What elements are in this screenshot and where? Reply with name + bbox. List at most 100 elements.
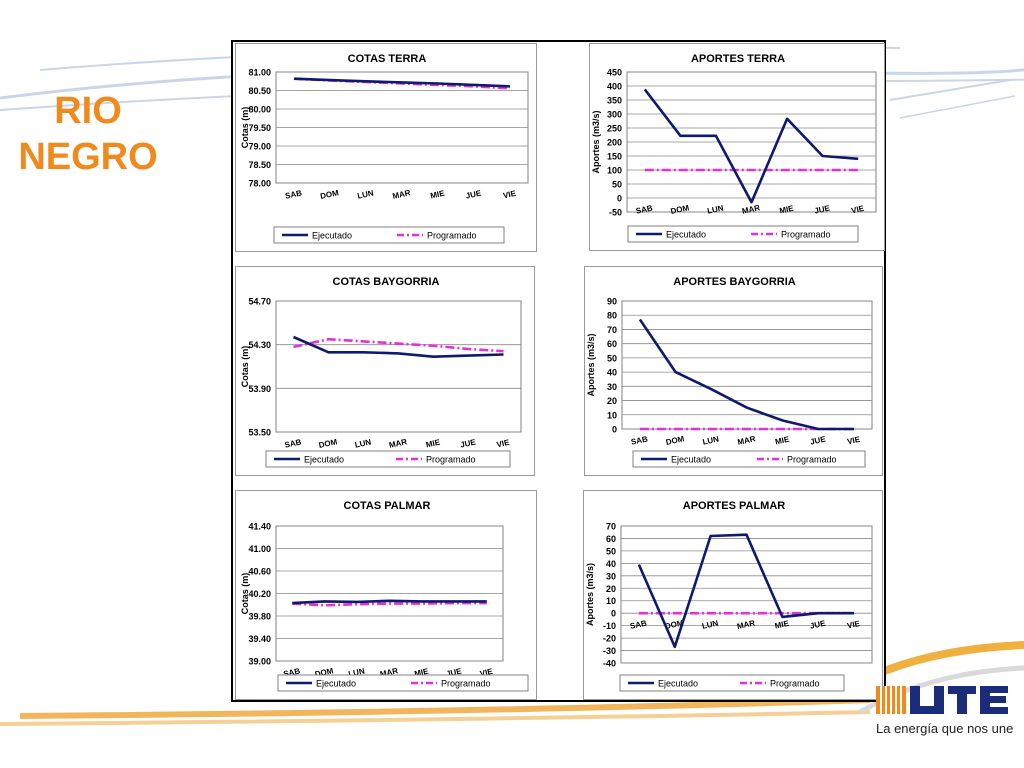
legend xyxy=(265,450,511,468)
y-tick-label: 250 xyxy=(607,124,622,134)
slide-title-line2: NEGRO xyxy=(18,136,158,178)
y-tick-label: 78.00 xyxy=(248,179,271,189)
legend-label: Ejecutado xyxy=(312,231,352,241)
x-tick-label: MIE xyxy=(774,619,790,631)
x-tick-label: VIE xyxy=(846,435,861,447)
legend xyxy=(619,674,845,692)
y-tick-label: 80 xyxy=(607,311,617,321)
y-tick-label: -30 xyxy=(603,646,616,656)
x-tick-label: DOM xyxy=(665,434,685,447)
y-tick-label: 70 xyxy=(606,522,616,532)
y-tick-label: 450 xyxy=(607,68,622,78)
y-tick-label: 70 xyxy=(607,325,617,335)
slide-title: RIO NEGRO xyxy=(8,88,168,180)
chart-title: APORTES BAYGORRIA xyxy=(673,276,796,288)
y-tick-label: 60 xyxy=(607,339,617,349)
series-line-ejecutado xyxy=(292,599,487,605)
x-tick-label: LUN xyxy=(354,437,372,449)
series-line-programado xyxy=(293,337,504,353)
legend-label: Ejecutado xyxy=(316,679,356,689)
y-tick-label: 80.50 xyxy=(248,86,271,96)
x-tick-label: MIE xyxy=(425,438,441,450)
y-tick-label: 50 xyxy=(612,180,622,190)
legend xyxy=(273,226,505,244)
x-tick-label: LUN xyxy=(706,203,724,215)
series-line-ejecutado xyxy=(293,77,511,88)
x-tick-label: SAB xyxy=(635,203,654,215)
y-tick-label: 20 xyxy=(607,396,617,406)
x-tick-label: SAB xyxy=(284,188,303,200)
y-tick-label: 79.00 xyxy=(248,142,271,152)
x-tick-label: MIE xyxy=(414,667,430,679)
legend-label: Programado xyxy=(781,230,831,240)
legend-label: Programado xyxy=(787,455,837,465)
y-tick-label: 0 xyxy=(611,609,616,619)
y-tick-label: -50 xyxy=(609,208,622,218)
y-tick-label: 100 xyxy=(607,166,622,176)
legend-label: Ejecutado xyxy=(658,679,698,689)
x-tick-label: VIE xyxy=(479,667,494,679)
chart-panel-aportes-terra: APORTES TERRA -50 0 50 100 150 200 250 300 350 400… xyxy=(589,43,885,251)
y-tick-label: 150 xyxy=(607,152,622,162)
x-tick-label: VIE xyxy=(496,438,511,450)
series-line-ejecutado xyxy=(643,88,859,204)
x-tick-label: VIE xyxy=(850,204,865,216)
x-tick-label: JUE xyxy=(809,434,827,446)
x-tick-label: MIE xyxy=(779,204,795,216)
y-tick-label: 40 xyxy=(606,559,616,569)
chart-title: COTAS BAYGORRIA xyxy=(333,276,440,288)
series-line-ejecutado xyxy=(292,335,504,358)
y-tick-label: 40.60 xyxy=(248,567,271,577)
x-tick-label: DOM xyxy=(318,437,338,450)
y-tick-label: 39.00 xyxy=(248,657,271,667)
y-tick-label: 20 xyxy=(606,584,616,594)
charts-frame: COTAS TERRA 78.00 78.50 79.00 79.50 80.00 80.5… xyxy=(231,40,886,702)
y-tick-label: 39.80 xyxy=(248,612,271,622)
y-tick-label: 54.30 xyxy=(248,340,271,350)
chart-panel-cotas-palmar: COTAS PALMAR 39.00 39.40 39.80 40.20 40.60 41.… xyxy=(235,490,537,700)
y-axis-label: Aportes (m3/s) xyxy=(585,563,595,626)
y-tick-label: -20 xyxy=(603,634,616,644)
x-tick-label: JUE xyxy=(459,437,477,449)
y-axis-label: Aportes (m3/s) xyxy=(591,110,601,173)
chart-aportes-baygorria: APORTES BAYGORRIA 0 10 20 30 40 50 60 70 80 90 SAB D… xyxy=(586,276,873,468)
y-tick-label: 300 xyxy=(607,110,622,120)
chart-panel-aportes-baygorria: APORTES BAYGORRIA 0 10 20 30 40 50 60 70 80 90 SAB D… xyxy=(584,266,883,476)
x-tick-label: LUN xyxy=(356,188,374,200)
ute-logo xyxy=(876,686,1008,714)
y-tick-label: 50 xyxy=(606,546,616,556)
x-tick-label: MIE xyxy=(774,435,790,447)
chart-panel-cotas-baygorria: COTAS BAYGORRIA 53.50 53.90 54.30 54.70 SAB DO… xyxy=(235,266,535,476)
x-tick-label: SAB xyxy=(284,437,303,449)
x-tick-label: MIE xyxy=(430,189,446,201)
legend-label: Programado xyxy=(770,679,820,689)
series-line-ejecutado xyxy=(637,533,855,649)
x-tick-label: MAR xyxy=(736,618,756,631)
chart-cotas-baygorria: COTAS BAYGORRIA 53.50 53.90 54.30 54.70 SAB DO… xyxy=(240,276,522,468)
x-tick-label: LUN xyxy=(701,619,719,631)
y-tick-label: 90 xyxy=(607,297,617,307)
y-tick-label: 54.70 xyxy=(248,297,271,307)
y-axis-label: Cotas (m) xyxy=(240,573,250,615)
y-tick-label: 0 xyxy=(612,425,617,435)
x-tick-label: VIE xyxy=(846,619,861,631)
y-tick-label: 60 xyxy=(606,534,616,544)
y-tick-label: 40.20 xyxy=(248,589,271,599)
chart-title: APORTES PALMAR xyxy=(683,500,786,512)
x-tick-label: MAR xyxy=(388,437,408,450)
x-tick-label: MAR xyxy=(392,188,412,201)
chart-cotas-terra: COTAS TERRA 78.00 78.50 79.00 79.50 80.00 80.5… xyxy=(240,53,529,244)
y-tick-label: 0 xyxy=(617,194,622,204)
y-tick-label: 78.50 xyxy=(248,160,271,170)
chart-title: COTAS PALMAR xyxy=(344,500,431,512)
chart-title: COTAS TERRA xyxy=(348,53,427,65)
y-tick-label: 41.40 xyxy=(248,522,271,532)
legend xyxy=(632,450,866,468)
y-tick-label: -10 xyxy=(603,621,616,631)
chart-aportes-palmar: APORTES PALMAR -40 -30 -20 -10 0 10 20 30 40 50 60 7… xyxy=(585,500,873,692)
x-tick-label: LUN xyxy=(702,434,720,446)
chart-title: APORTES TERRA xyxy=(691,53,785,65)
chart-cotas-palmar: COTAS PALMAR 39.00 39.40 39.80 40.20 40.60 41.… xyxy=(240,500,529,692)
chart-panel-aportes-palmar: APORTES PALMAR -40 -30 -20 -10 0 10 20 30 40 50 60 7… xyxy=(583,490,883,700)
x-tick-label: MAR xyxy=(741,203,761,216)
